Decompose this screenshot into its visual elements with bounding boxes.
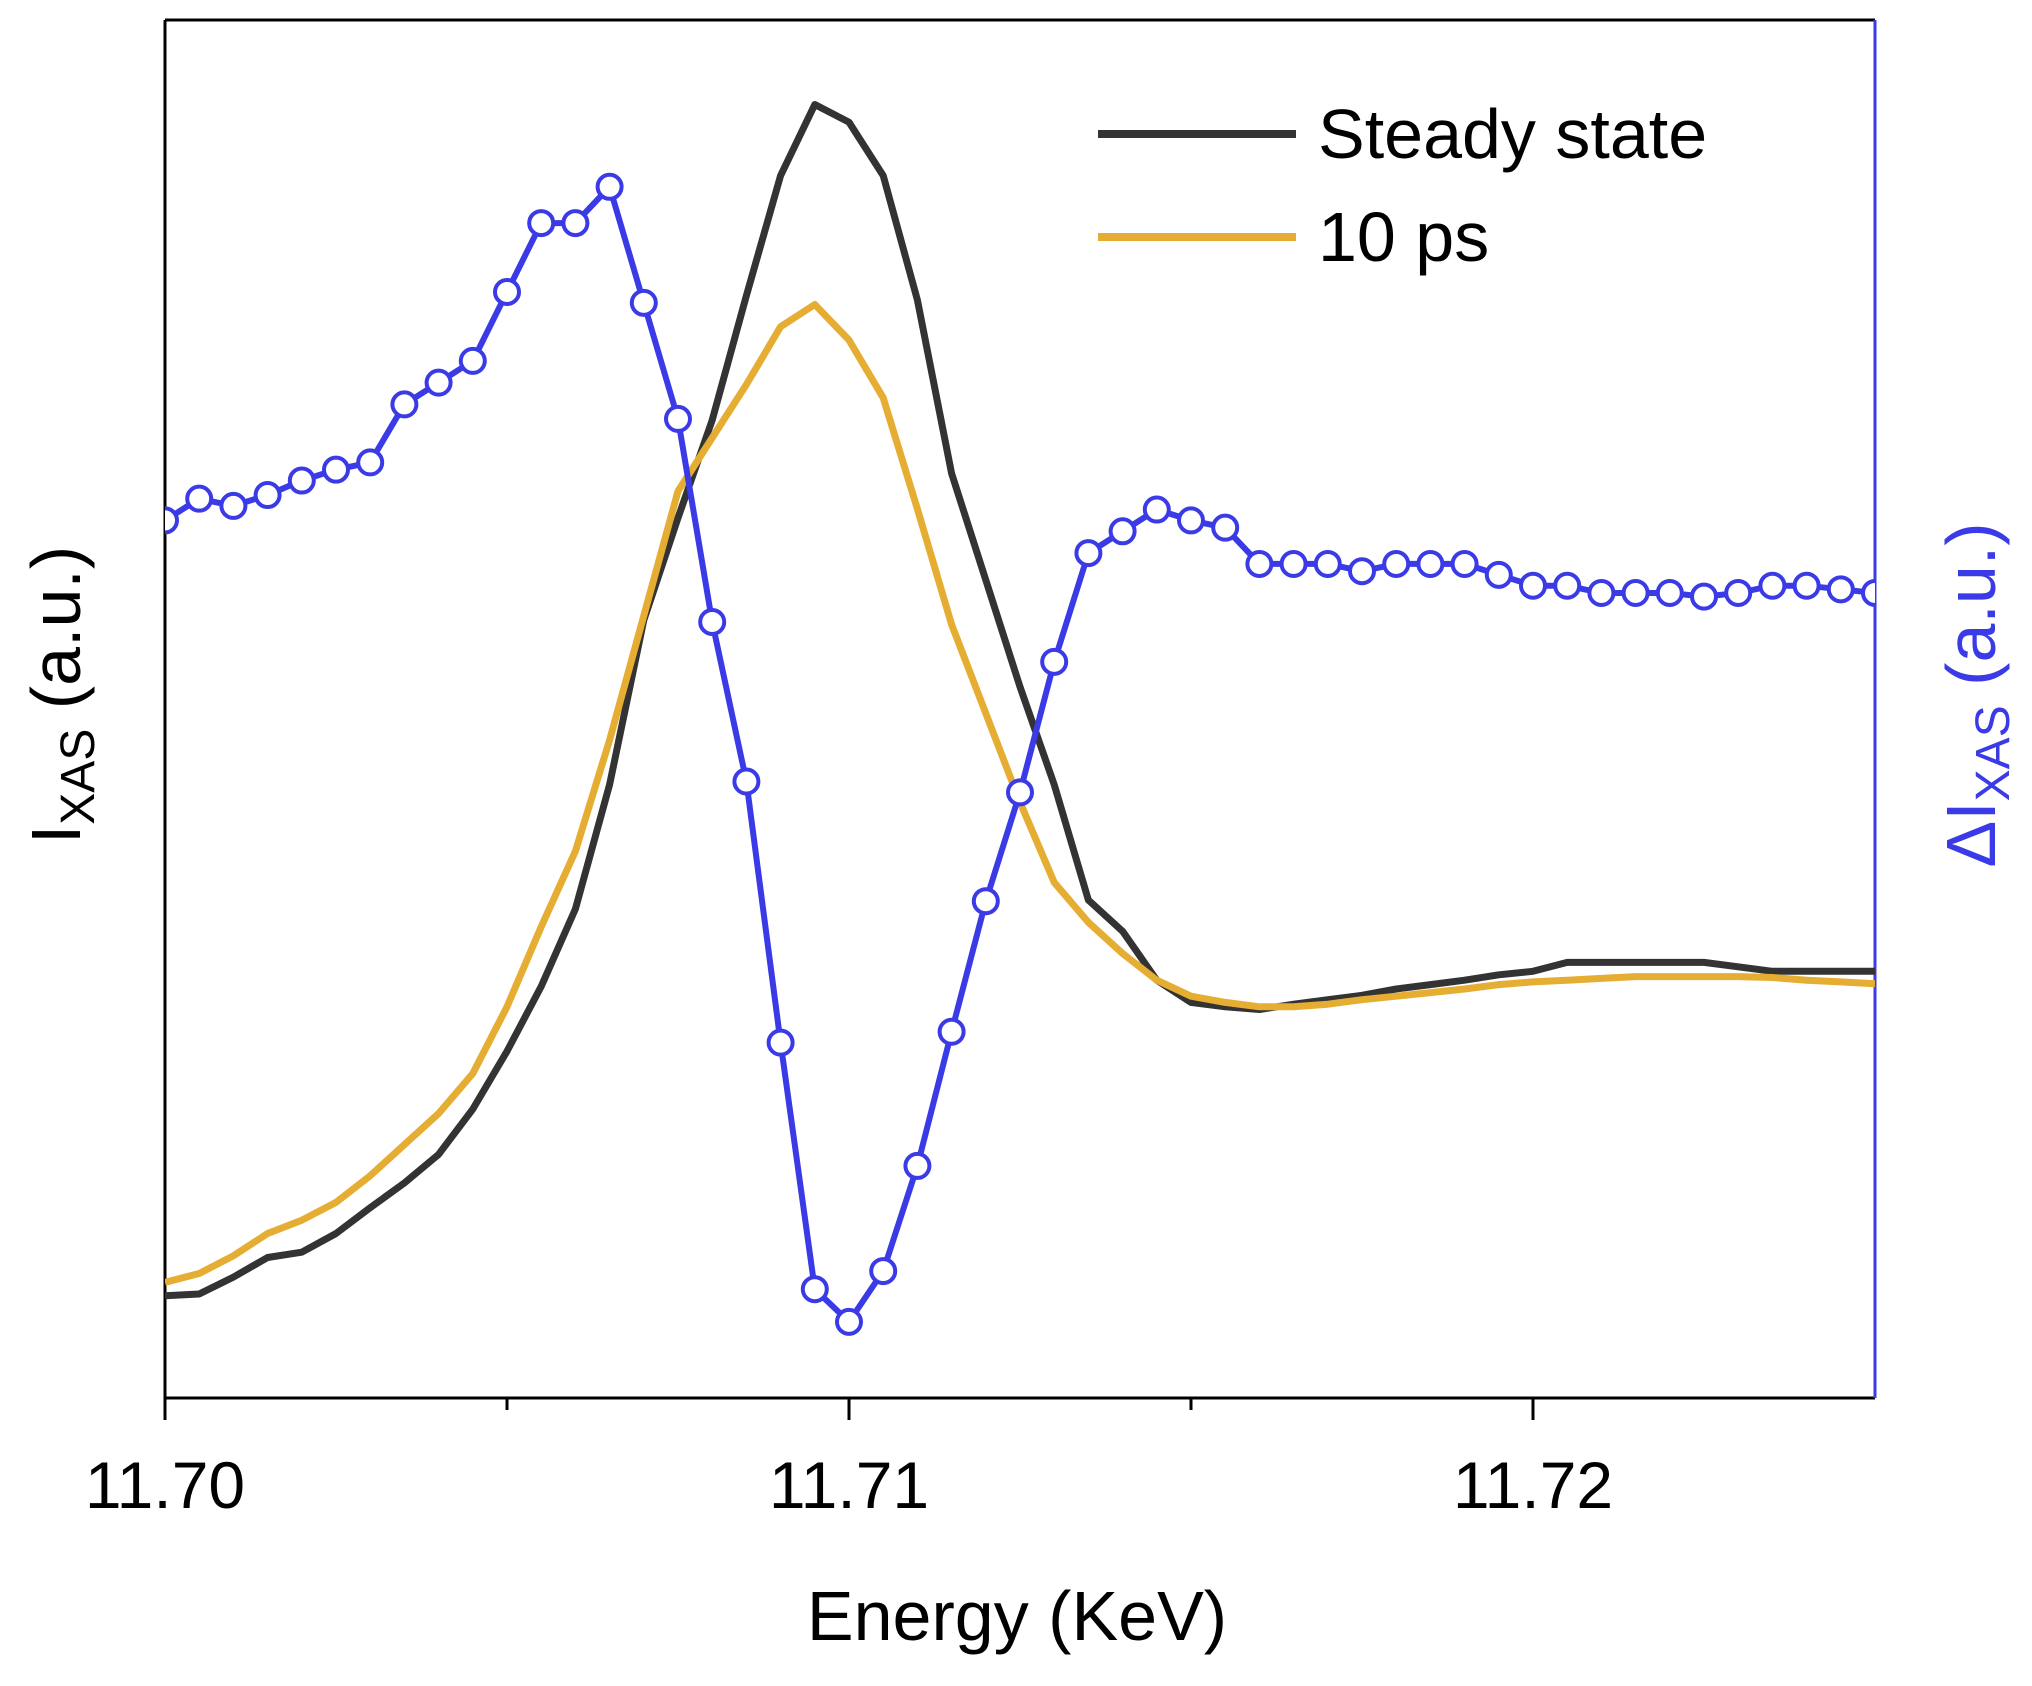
delta-ixas-point xyxy=(1519,571,1547,600)
x-tick-label: 11.72 xyxy=(1453,1448,1613,1522)
legend-label-steady-state: Steady state xyxy=(1318,95,1707,173)
delta-ixas-point xyxy=(1655,578,1684,607)
delta-ixas-point xyxy=(835,1307,863,1336)
delta-ixas-point xyxy=(1108,517,1137,546)
delta-ixas-point xyxy=(1142,495,1171,524)
delta-ixas-point xyxy=(561,209,590,238)
delta-ixas-point xyxy=(1484,560,1513,589)
x-axis-ticks: 11.70 11.71 11.72 xyxy=(85,1398,1613,1522)
delta-ixas-point xyxy=(1416,549,1445,578)
x-tick-label: 11.71 xyxy=(769,1448,929,1522)
delta-ixas-point xyxy=(629,288,658,317)
delta-ixas-point xyxy=(493,277,521,306)
delta-ixas-point xyxy=(1177,506,1205,535)
delta-ixas-point xyxy=(424,368,453,397)
delta-ixas-point xyxy=(698,607,727,636)
y-axis-left-sub: XAS xyxy=(52,729,105,825)
series-line-delta-ixas xyxy=(165,183,1875,1325)
delta-ixas-point xyxy=(664,404,692,433)
delta-ixas-point xyxy=(1792,571,1821,600)
delta-ixas-point xyxy=(1211,513,1240,542)
delta-ixas-point xyxy=(1587,578,1616,607)
delta-ixas-point xyxy=(1826,575,1855,604)
delta-ixas-point xyxy=(1861,578,1875,607)
delta-ixas-point xyxy=(903,1151,932,1180)
delta-ixas-point xyxy=(356,448,385,477)
delta-ixas-point xyxy=(185,484,214,513)
delta-ixas-point xyxy=(766,1028,795,1057)
delta-ixas-point xyxy=(1382,549,1411,578)
series-layer xyxy=(165,101,1875,1336)
series-line-steady-state xyxy=(165,101,1875,1300)
x-axis-label: Energy (KeV) xyxy=(807,1577,1227,1655)
delta-ixas-point xyxy=(800,1275,829,1304)
delta-ixas-point xyxy=(390,390,419,419)
delta-ixas-point xyxy=(1621,578,1650,607)
delta-ixas-point xyxy=(1279,549,1308,578)
y-axis-label-left: IXAS (a.u.) xyxy=(17,546,105,844)
delta-ixas-point xyxy=(1074,539,1103,568)
delta-ixas-point xyxy=(253,481,282,510)
y-axis-right-rest: (a.u.) xyxy=(1932,522,2010,705)
delta-ixas-point xyxy=(1006,778,1034,807)
delta-ixas-point xyxy=(1245,549,1274,578)
y-axis-right-main: ΔI xyxy=(1932,801,2010,867)
delta-ixas-point xyxy=(732,767,761,796)
delta-ixas-point xyxy=(322,455,350,484)
legend-label-10-ps: 10 ps xyxy=(1318,198,1489,276)
delta-ixas-point xyxy=(165,506,179,535)
y-axis-right-sub: XAS xyxy=(1967,705,2020,801)
y-axis-left-rest: (a.u.) xyxy=(17,546,95,729)
delta-ixas-point xyxy=(287,466,316,495)
y-axis-label-right: ΔIXAS (a.u.) xyxy=(1932,522,2020,867)
delta-ixas-point xyxy=(527,209,556,238)
plot-frame xyxy=(163,18,1877,1400)
delta-ixas-point xyxy=(1553,571,1582,600)
delta-ixas-point xyxy=(1313,549,1342,578)
delta-ixas-point xyxy=(1040,647,1069,676)
delta-ixas-point xyxy=(219,491,248,520)
x-tick-label: 11.70 xyxy=(85,1448,245,1522)
series-group xyxy=(165,101,1875,1336)
delta-ixas-point xyxy=(971,887,1000,916)
legend: Steady state 10 ps xyxy=(1098,95,1707,276)
delta-ixas-point xyxy=(1690,582,1718,611)
delta-ixas-point xyxy=(869,1257,898,1286)
delta-ixas-point xyxy=(595,172,624,201)
delta-ixas-point xyxy=(458,346,487,375)
delta-ixas-point xyxy=(937,1017,966,1046)
delta-ixas-point xyxy=(1724,578,1753,607)
delta-ixas-point xyxy=(1348,557,1376,586)
y-axis-left-main: I xyxy=(17,825,95,844)
delta-ixas-point xyxy=(1450,549,1479,578)
delta-ixas-point xyxy=(1758,571,1787,600)
